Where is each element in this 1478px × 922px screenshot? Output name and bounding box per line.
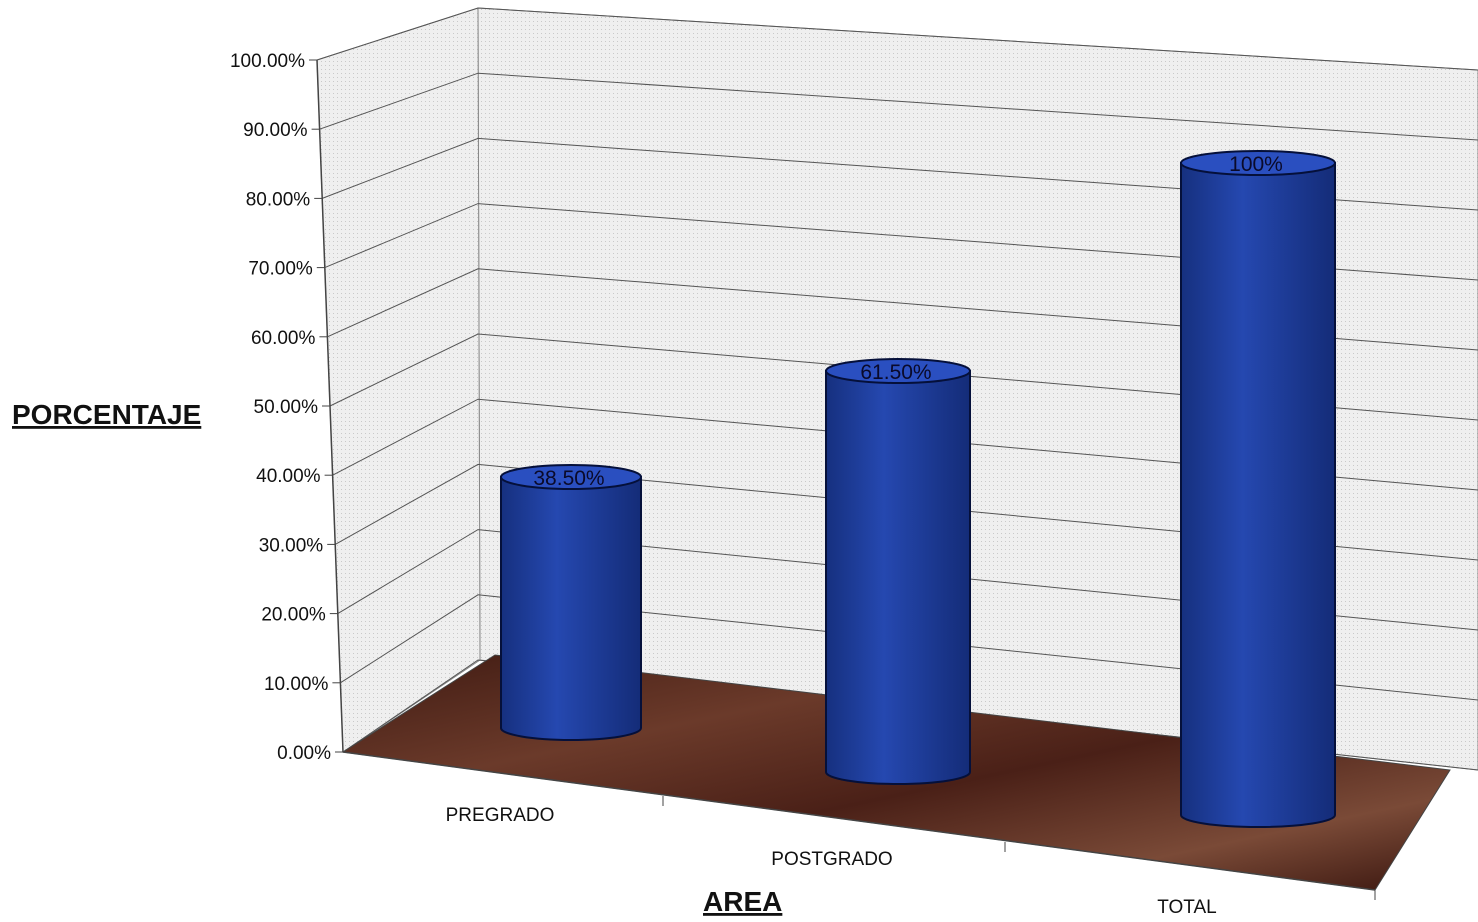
gridline <box>340 594 1478 701</box>
gridline <box>329 333 1478 421</box>
y-tick-label: 30.00% <box>259 535 324 556</box>
x-tick-label: PREGRADO <box>446 805 555 826</box>
bar-total: 100% <box>1180 150 1336 828</box>
bar-top <box>500 463 642 490</box>
x-tick-label: TOTAL <box>1157 897 1216 918</box>
gridline <box>327 268 1478 351</box>
bar-top <box>1180 150 1336 176</box>
y-ticks: 0.00% 10.00% 20.00% 30.00% 40.00% 50.00% 60.00… <box>230 51 343 764</box>
y-tick-label: 80.00% <box>246 189 311 210</box>
y-tick-label: 10.00% <box>264 674 329 695</box>
bars: 38.50% 61.50% 100% <box>500 150 1336 828</box>
gridline <box>334 463 1478 561</box>
gridline <box>322 137 1478 211</box>
x-axis-title: AREA <box>703 886 782 917</box>
x-tick-label: POSTGRADO <box>771 849 892 870</box>
y-tick-label: 100.00% <box>230 51 305 72</box>
data-label: 38.50% <box>533 467 604 490</box>
y-tick-label: 60.00% <box>251 328 316 349</box>
y-axis-title: PORCENTAJE <box>12 399 201 430</box>
bar-body <box>1180 162 1336 828</box>
gridlines <box>316 7 1478 771</box>
bar-postgrado: 61.50% <box>825 358 971 785</box>
x-axis <box>342 751 1376 900</box>
bar-pregrado: 38.50% <box>500 463 642 741</box>
category-labels: PREGRADO POSTGRADO TOTAL <box>446 805 1217 918</box>
gridline <box>337 529 1478 631</box>
bar-body <box>825 370 971 785</box>
data-label: 100% <box>1229 153 1283 176</box>
y-tick-label: 70.00% <box>248 259 313 280</box>
y-tick-label: 0.00% <box>277 743 331 764</box>
side-wall <box>316 7 481 753</box>
y-tick-label: 40.00% <box>256 466 321 487</box>
gridline <box>316 7 1478 71</box>
data-label: 61.50% <box>860 361 931 384</box>
bar-body <box>500 475 642 741</box>
gridline <box>324 203 1478 281</box>
gridline <box>332 398 1478 491</box>
y-tick-label: 90.00% <box>243 120 308 141</box>
bar-top <box>825 358 971 385</box>
gridline <box>319 72 1478 141</box>
y-tick-label: 20.00% <box>261 605 326 626</box>
y-tick-label: 50.00% <box>254 397 319 418</box>
